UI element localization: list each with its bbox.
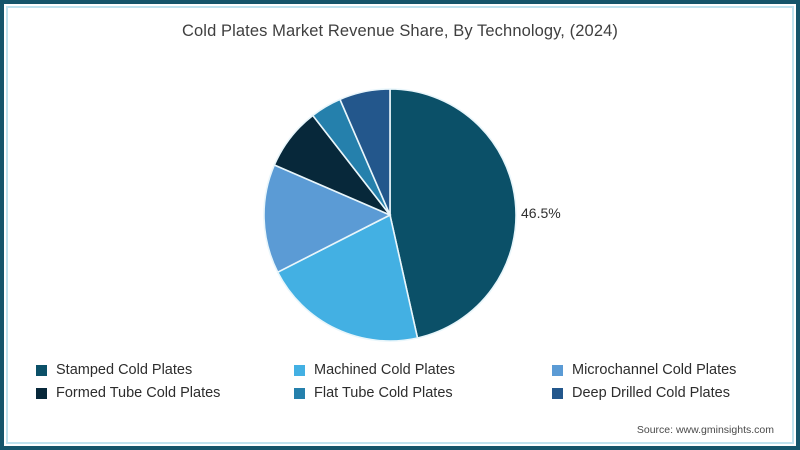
legend-label: Machined Cold Plates	[314, 362, 456, 378]
pie-slice-value-label: 46.5%	[521, 205, 561, 221]
pie-chart	[262, 86, 518, 344]
chart-legend: Stamped Cold Plates Machined Cold Plates…	[36, 362, 766, 408]
legend-swatch-icon	[552, 364, 563, 376]
legend-swatch-icon	[294, 364, 305, 376]
legend-label: Microchannel Cold Plates	[572, 362, 737, 378]
legend-row-2: Formed Tube Cold Plates Flat Tube Cold P…	[36, 385, 766, 401]
legend-label: Stamped Cold Plates	[56, 362, 193, 378]
legend-item-deep-drilled-cold-plates[interactable]: Deep Drilled Cold Plates	[552, 385, 766, 401]
legend-label: Deep Drilled Cold Plates	[572, 385, 730, 401]
legend-swatch-icon	[552, 387, 563, 399]
pie-slice[interactable]	[389, 88, 517, 339]
legend-item-stamped-cold-plates[interactable]: Stamped Cold Plates	[36, 362, 294, 378]
legend-row-1: Stamped Cold Plates Machined Cold Plates…	[36, 362, 766, 378]
pie-slice[interactable]	[338, 88, 391, 216]
legend-swatch-icon	[36, 364, 47, 376]
pie-chart-svg	[263, 88, 517, 342]
legend-item-formed-tube-cold-plates[interactable]: Formed Tube Cold Plates	[36, 385, 294, 401]
pie-slice-group	[263, 88, 517, 342]
pie-slice[interactable]	[276, 213, 419, 342]
legend-swatch-icon	[36, 387, 47, 399]
legend-label: Formed Tube Cold Plates	[56, 385, 221, 401]
legend-item-flat-tube-cold-plates[interactable]: Flat Tube Cold Plates	[294, 385, 552, 401]
legend-label: Flat Tube Cold Plates	[314, 385, 453, 401]
chart-title: Cold Plates Market Revenue Share, By Tec…	[182, 22, 618, 40]
source-attribution: Source: www.gminsights.com	[636, 424, 774, 436]
pie-slice[interactable]	[263, 163, 392, 274]
legend-item-machined-cold-plates[interactable]: Machined Cold Plates	[294, 362, 552, 378]
legend-item-microchannel-cold-plates[interactable]: Microchannel Cold Plates	[552, 362, 766, 378]
legend-swatch-icon	[294, 387, 305, 399]
